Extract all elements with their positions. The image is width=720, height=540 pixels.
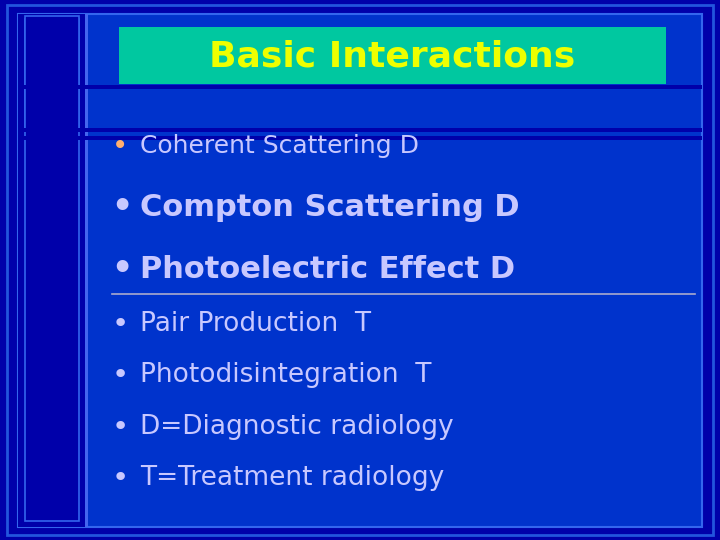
Text: Pair Production  T: Pair Production T bbox=[140, 311, 372, 337]
Text: D=Diagnostic radiology: D=Diagnostic radiology bbox=[140, 414, 454, 440]
Text: •: • bbox=[112, 361, 129, 389]
Text: •: • bbox=[112, 310, 129, 338]
Bar bbox=[85, 14, 88, 526]
Bar bbox=[18, 136, 702, 140]
Text: Coherent Scattering D: Coherent Scattering D bbox=[140, 134, 419, 158]
Text: •: • bbox=[112, 253, 133, 287]
Text: Photoelectric Effect D: Photoelectric Effect D bbox=[140, 255, 516, 285]
Bar bbox=[119, 27, 666, 84]
Bar bbox=[18, 85, 702, 89]
Text: Photodisintegration  T: Photodisintegration T bbox=[140, 362, 432, 388]
Bar bbox=[18, 14, 86, 526]
Bar bbox=[25, 19, 79, 521]
Text: •: • bbox=[112, 132, 128, 160]
Text: •: • bbox=[112, 464, 129, 492]
Text: •: • bbox=[112, 413, 129, 441]
Text: •: • bbox=[112, 191, 133, 225]
Text: Basic Interactions: Basic Interactions bbox=[210, 40, 575, 73]
Bar bbox=[18, 128, 702, 132]
Bar bbox=[25, 16, 79, 130]
Text: T=Treatment radiology: T=Treatment radiology bbox=[140, 465, 445, 491]
Text: Compton Scattering D: Compton Scattering D bbox=[140, 193, 520, 222]
